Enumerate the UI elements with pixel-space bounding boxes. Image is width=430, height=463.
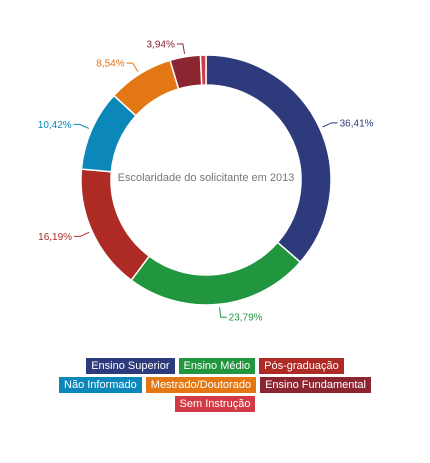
label-connector-mestrado-doutorado [126,62,139,72]
chart-title: Escolaridade do solicitante em 2013 [118,172,295,184]
slice-ensino-superior [205,54,332,264]
slice-label-ensino-fundamental: 3,94% [147,39,175,50]
slice-labels: 36,41% 23,79% 16,19% 10,42% 8,54% 3,94% [38,39,374,323]
slice-label-ensino-medio: 23,79% [229,313,263,324]
label-connector-nao-informado [73,123,90,129]
legend-item-pos-graduacao[interactable]: Pós-graduação [259,358,344,374]
legend-item-ensino-superior[interactable]: Ensino Superior [86,358,175,374]
label-connector-ensino-superior [322,122,338,128]
legend-row: Não Informado Mestrado/Doutorado Ensino Fu… [0,377,430,393]
label-connector-pos-graduacao [74,231,90,237]
slice-label-mestrado-doutorado: 8,54% [96,59,124,70]
slice-sem-instrucao [199,54,207,86]
legend-row: Ensino Superior Ensino Médio Pós-graduação [0,358,430,374]
legend-item-ensino-fundamental[interactable]: Ensino Fundamental [260,377,371,393]
slice-label-ensino-superior: 36,41% [340,118,374,129]
legend-item-mestrado-doutorado[interactable]: Mestrado/Doutorado [145,377,257,393]
legend-row: Sem Instrução [0,396,430,412]
slice-label-nao-informado: 10,42% [38,120,72,131]
slice-pos-graduacao [80,168,151,282]
legend-item-nao-informado[interactable]: Não Informado [59,377,142,393]
legend-item-sem-instrucao[interactable]: Sem Instrução [174,396,256,412]
label-connector-ensino-medio [219,307,227,318]
donut-slices [80,54,332,306]
label-connector-ensino-fundamental [176,43,186,54]
legend: Ensino Superior Ensino Médio Pós-graduação… [0,358,430,415]
legend-item-ensino-medio[interactable]: Ensino Médio [178,358,256,374]
slice-ensino-medio [130,241,302,306]
slice-label-pos-graduacao: 16,19% [38,232,72,243]
